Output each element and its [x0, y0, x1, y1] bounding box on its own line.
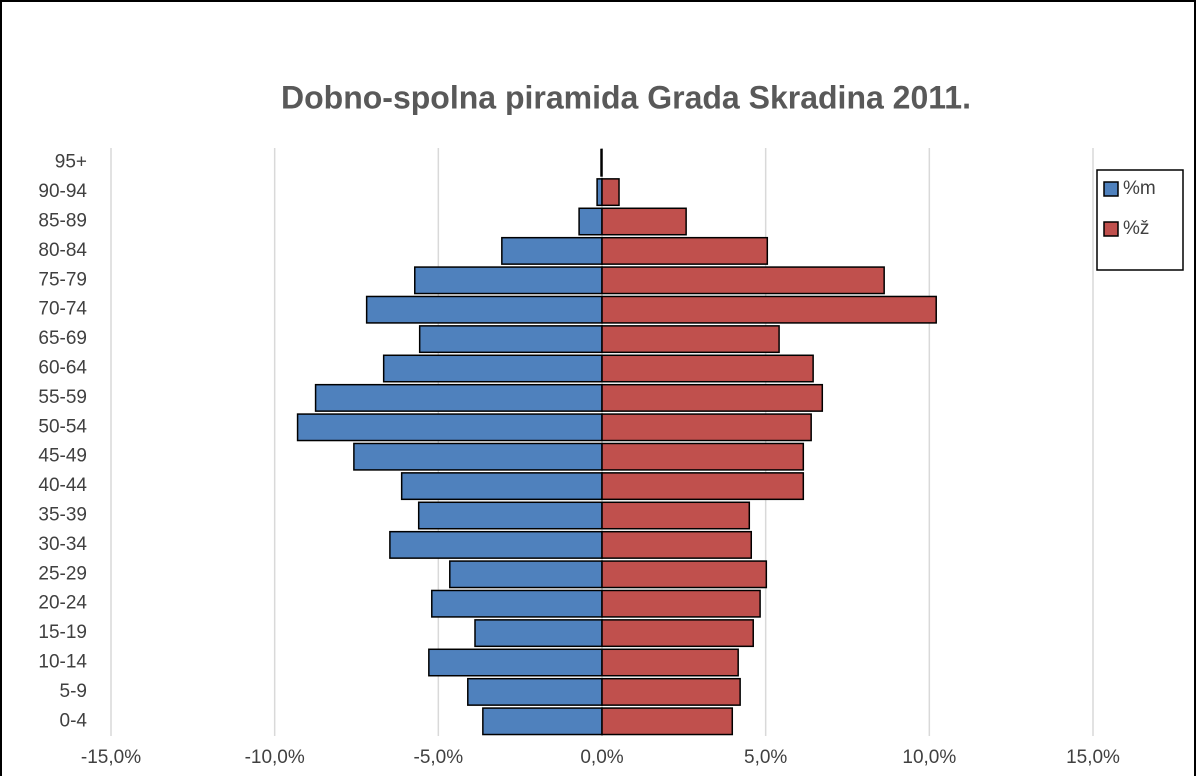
y-tick-label: 5-9 [60, 681, 87, 702]
bar [601, 472, 805, 501]
legend-swatch [1103, 221, 1119, 237]
bar [417, 501, 603, 530]
bar [389, 530, 603, 559]
bar [449, 560, 603, 589]
x-tick-label: 0,0% [580, 747, 623, 768]
y-tick-label: 30-34 [38, 534, 87, 555]
bar [365, 295, 603, 324]
bar [601, 295, 937, 324]
y-tick-label: 65-69 [38, 328, 87, 349]
bar [474, 619, 603, 648]
bar [601, 383, 824, 412]
x-tick-label: -10,0% [245, 747, 305, 768]
y-tick-label: 70-74 [38, 299, 87, 320]
y-tick-label: 95+ [55, 152, 87, 173]
y-tick-label: 80-84 [38, 240, 87, 261]
bar [601, 236, 769, 265]
bar [467, 677, 603, 706]
legend-label: %ž [1123, 218, 1149, 239]
bar [601, 560, 768, 589]
bar [428, 648, 603, 677]
y-tick-label: 25-29 [38, 563, 87, 584]
x-tick-label: 5,0% [744, 747, 787, 768]
bar [353, 442, 603, 471]
chart-title: Dobno-spolna piramida Grada Skradina 201… [281, 79, 971, 115]
bar [601, 501, 751, 530]
bar [600, 148, 603, 177]
y-tick-label: 40-44 [38, 475, 87, 496]
bar [601, 266, 885, 295]
y-tick-label: 55-59 [38, 387, 87, 408]
bar [601, 413, 812, 442]
y-tick-label: 50-54 [38, 416, 87, 437]
y-tick-label: 20-24 [38, 593, 87, 614]
bar [601, 442, 805, 471]
bar [601, 589, 761, 618]
bar [400, 472, 603, 501]
legend-label: %m [1123, 178, 1156, 199]
y-tick-label: 15-19 [38, 622, 87, 643]
bar [601, 707, 734, 736]
y-tick-label: 35-39 [38, 505, 87, 526]
y-tick-label: 85-89 [38, 211, 87, 232]
bar [414, 266, 603, 295]
y-tick-label: 90-94 [38, 181, 87, 202]
bar [601, 530, 753, 559]
bar [296, 413, 603, 442]
y-tick-label: 0-4 [60, 710, 88, 731]
bar [431, 589, 603, 618]
y-tick-label: 45-49 [38, 446, 87, 467]
bar [601, 207, 687, 236]
bar [418, 325, 603, 354]
bar [482, 707, 603, 736]
x-tick-label: 10,0% [902, 747, 956, 768]
bar [382, 354, 603, 383]
bar [601, 677, 741, 706]
x-tick-label: -15,0% [81, 747, 141, 768]
x-tick-label: -5,0% [414, 747, 464, 768]
bar [601, 178, 620, 207]
y-tick-label: 10-14 [38, 652, 87, 673]
bar [578, 207, 603, 236]
x-tick-label: 15,0% [1066, 747, 1120, 768]
bar [601, 648, 739, 677]
bar [601, 354, 814, 383]
y-tick-label: 75-79 [38, 269, 87, 290]
bar [601, 325, 780, 354]
y-tick-label: 60-64 [38, 358, 87, 379]
bar [601, 619, 754, 648]
bar [314, 383, 603, 412]
bar [501, 236, 603, 265]
legend-swatch [1103, 181, 1119, 197]
